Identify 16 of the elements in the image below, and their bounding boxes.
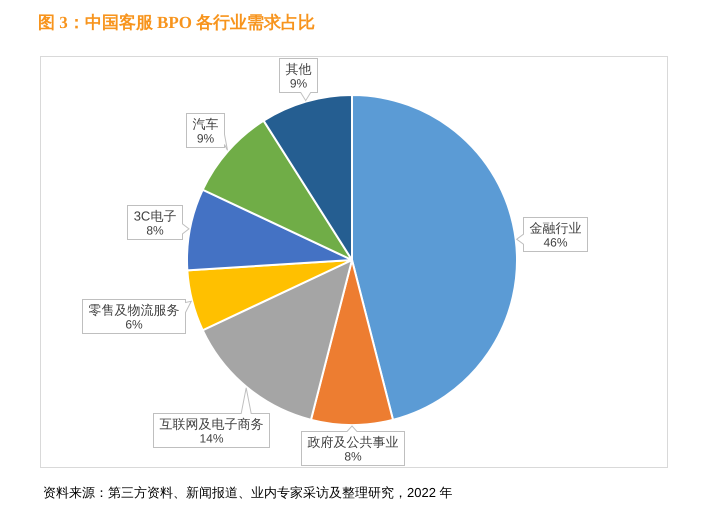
data-label: 46% xyxy=(543,236,568,250)
slice-label: 零售及物流服务 xyxy=(88,302,180,318)
slice-label: 汽车 xyxy=(192,116,218,132)
slice-label: 3C电子 xyxy=(134,208,176,224)
data-label: 14% xyxy=(199,432,224,446)
text: 资料来源：第三方资料、新闻报道、业内专家采访及整理研究，2022 年 xyxy=(43,485,453,500)
data-label: 6% xyxy=(125,318,143,332)
chart-title: 图 3：中国客服 BPO 各行业需求占比 xyxy=(38,13,316,32)
slice-label: 互联网及电子商务 xyxy=(160,416,264,432)
slice-label: 政府及公共事业 xyxy=(308,434,398,450)
slice-label: 金融行业 xyxy=(530,220,582,236)
slice-label: 其他 xyxy=(286,62,312,76)
data-label: 9% xyxy=(290,76,308,90)
data-label: 9% xyxy=(196,132,214,146)
data-label: 8% xyxy=(344,450,362,464)
data-label: 8% xyxy=(146,224,164,238)
